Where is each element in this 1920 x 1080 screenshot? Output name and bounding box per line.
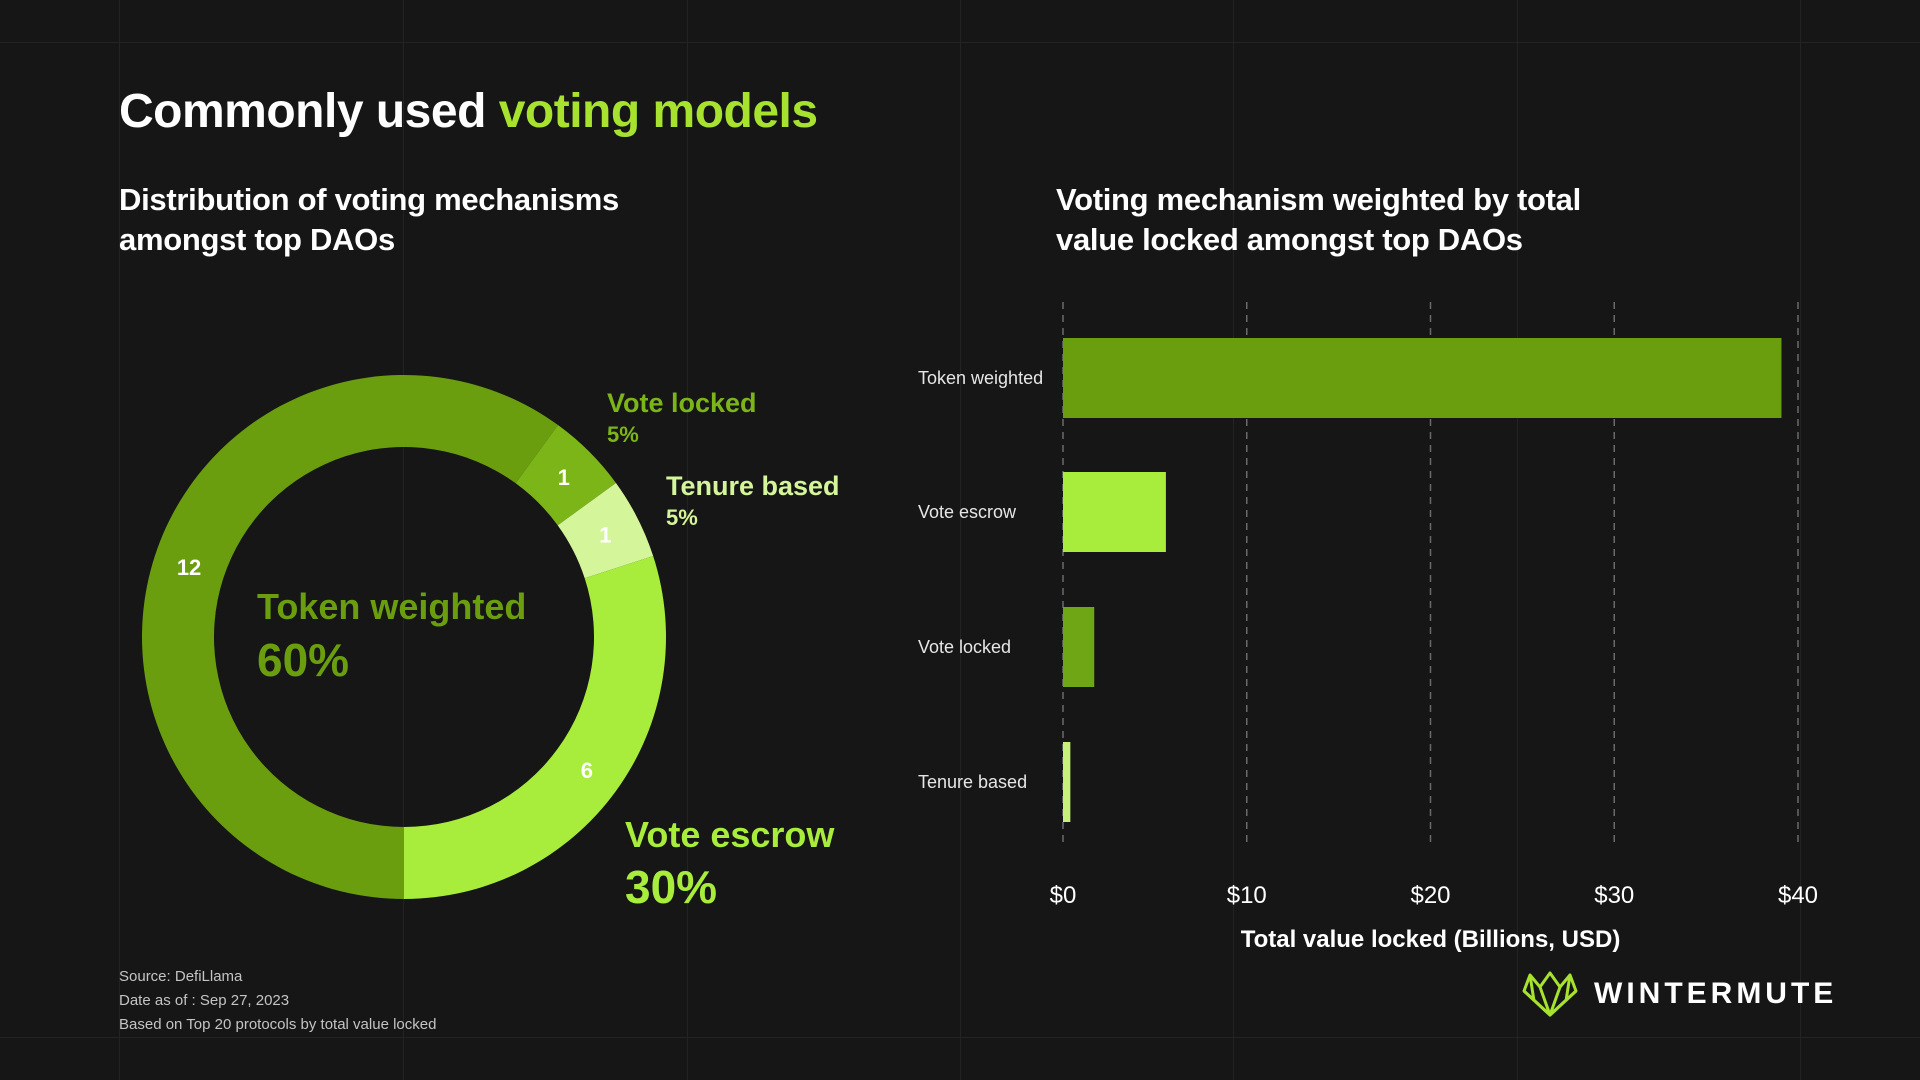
y-category-label: Tenure based [918,772,1027,792]
donut-slice-value-label: 6 [581,758,593,783]
background-grid-line [0,1037,1920,1038]
donut-chart-title-line1: Distribution of voting mechanisms [119,182,619,217]
bar [1063,472,1166,552]
background-grid-line [119,0,120,1080]
background-grid-line [403,0,404,1080]
bar-chart-title-line1: Voting mechanism weighted by total [1056,182,1581,217]
donut-chart-title: Distribution of voting mechanisms amongs… [119,180,619,260]
donut-slice [515,425,616,526]
donut-legend-name: Token weighted [257,586,526,627]
donut-slice [557,483,654,579]
background-grid-line [687,0,688,1080]
bar [1063,607,1095,687]
bar [1063,338,1782,418]
donut-chart-title-line2: amongst top DAOs [119,222,395,257]
bar-chart-title: Voting mechanism weighted by total value… [1056,180,1581,260]
donut-slice-value-label: 1 [599,522,611,547]
y-category-label: Token weighted [918,368,1043,388]
page-title-accent: voting models [498,85,818,138]
x-tick-label: $40 [1778,882,1818,909]
background-grid-line [1517,0,1518,1080]
x-tick-label: $30 [1594,882,1634,909]
footnotes: Source: DefiLlama Date as of : Sep 27, 2… [119,965,436,1037]
y-category-label: Vote escrow [918,502,1017,522]
brand-logo: WINTERMUTE [1520,970,1837,1018]
donut-slice [142,375,558,899]
donut-legend-name: Vote escrow [625,814,835,855]
donut-slice [404,556,666,899]
footnote-source: Source: DefiLlama [119,968,243,985]
background-grid-line [0,42,1920,43]
donut-slice-value-label: 1 [558,465,570,490]
donut-chart: 12 1 1 6 Token weighted 60% Vote locked 5% Tenur… [142,375,840,913]
donut-legend-percent: 60% [257,634,349,686]
footnote-date: Date as of : Sep 27, 2023 [119,992,290,1009]
background-grid-line [1233,0,1234,1080]
donut-legend-name: Vote locked [607,388,757,418]
donut-legend-percent: 30% [625,861,717,913]
wintermute-logo-icon [1522,971,1578,1017]
bar [1063,742,1071,822]
donut-legend-name: Tenure based [666,471,840,501]
brand-name: WINTERMUTE [1594,977,1838,1010]
page-title-part1: Commonly used [119,85,499,138]
donut-slice-value-label: 12 [177,555,201,580]
y-category-label: Vote locked [918,637,1011,657]
footnote-basis: Based on Top 20 protocols by total value… [119,1016,437,1033]
background-grid-line [1800,0,1801,1080]
x-tick-label: $20 [1410,882,1450,909]
x-tick-label: $10 [1227,882,1267,909]
page-title: Commonly used voting models [119,84,818,139]
bar-chart: $0 $10 $20 $30 $40 Token weighted Vote escrow V… [918,302,1818,953]
donut-legend-percent: 5% [666,505,698,530]
x-tick-label: $0 [1050,882,1077,909]
bar-chart-title-line2: value locked amongst top DAOs [1056,222,1523,257]
background-grid-line [960,0,961,1080]
x-axis-label: Total value locked (Billions, USD) [1241,926,1621,953]
donut-legend-percent: 5% [607,422,639,447]
